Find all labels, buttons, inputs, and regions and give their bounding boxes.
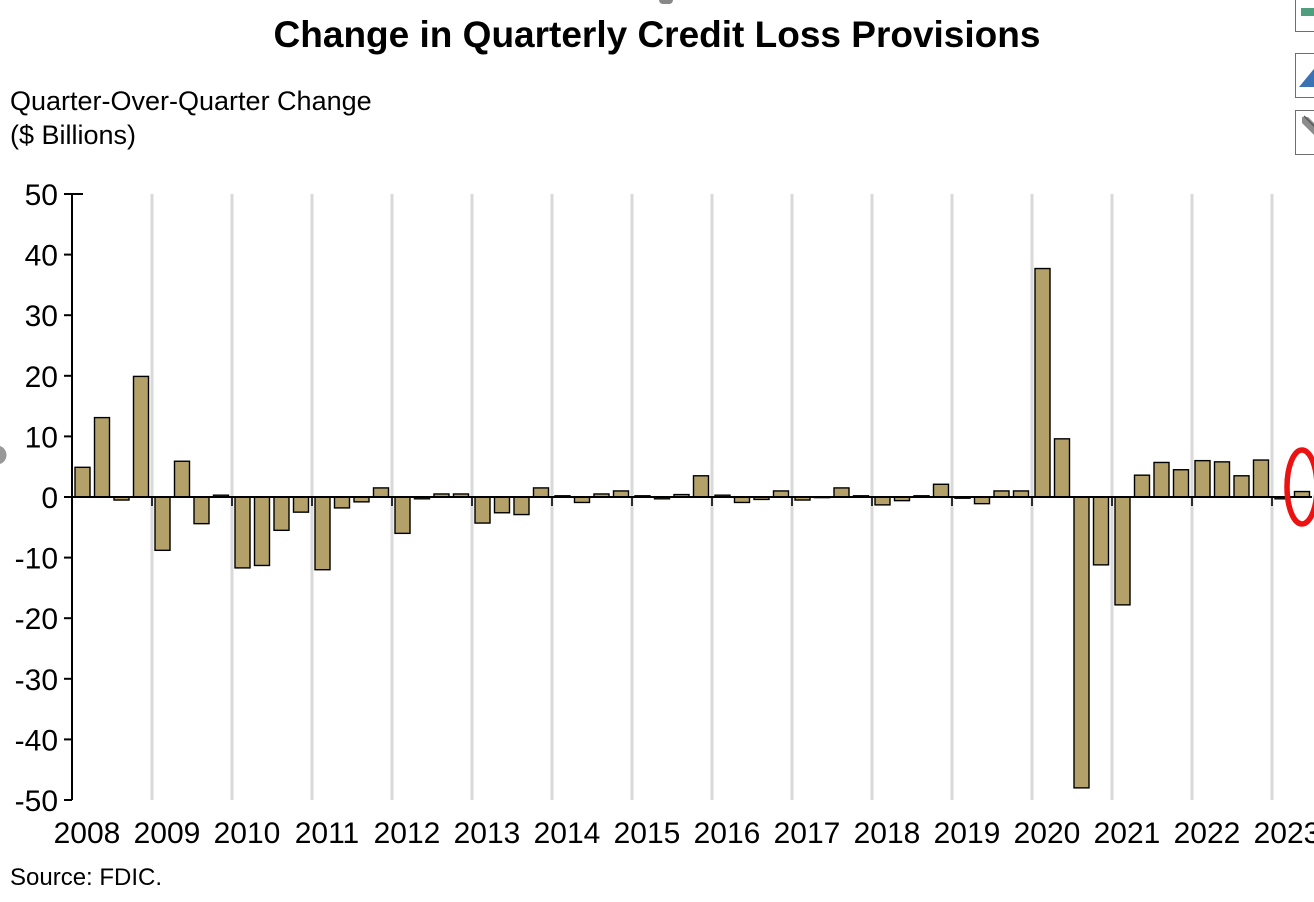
bar bbox=[93, 416, 111, 498]
bar bbox=[532, 487, 550, 498]
x-tick-label: 2015 bbox=[614, 817, 681, 850]
bar bbox=[234, 496, 251, 569]
bar bbox=[253, 496, 271, 567]
bar bbox=[1034, 267, 1051, 498]
x-tick-label: 2012 bbox=[374, 817, 441, 850]
cropped-glyph-fragment bbox=[659, 0, 673, 4]
highlight-ellipse bbox=[1284, 447, 1314, 527]
bar bbox=[692, 475, 710, 498]
green-bar-segment-icon bbox=[1296, 0, 1314, 30]
bar bbox=[1053, 438, 1071, 498]
x-tick-label: 2021 bbox=[1094, 817, 1161, 850]
bar bbox=[173, 460, 191, 498]
axis-units-label: Quarter-Over-Quarter Change ($ Billions) bbox=[10, 84, 372, 152]
draw-annotation-button[interactable] bbox=[1295, 110, 1314, 155]
chart-title: Change in Quarterly Credit Loss Provisio… bbox=[273, 14, 1041, 55]
bar bbox=[292, 496, 310, 513]
x-tick-label: 2020 bbox=[1014, 817, 1081, 850]
x-tick-label: 2016 bbox=[694, 817, 761, 850]
bar bbox=[314, 496, 331, 571]
x-tick-label: 2023 bbox=[1254, 817, 1314, 850]
bar bbox=[1153, 461, 1170, 498]
bar bbox=[1252, 459, 1270, 498]
bar bbox=[833, 487, 850, 498]
y-tick-label: 30 bbox=[25, 300, 58, 333]
x-tick-label: 2019 bbox=[934, 817, 1001, 850]
bar bbox=[394, 496, 411, 535]
x-tick-label: 2013 bbox=[454, 817, 521, 850]
bar bbox=[1233, 475, 1250, 498]
y-tick-label: 50 bbox=[25, 179, 58, 212]
bar bbox=[154, 496, 171, 552]
chart-style-button[interactable] bbox=[1295, 0, 1314, 32]
bar bbox=[193, 496, 210, 525]
bar bbox=[333, 496, 351, 509]
bar bbox=[1114, 496, 1131, 606]
y-tick-label: 40 bbox=[25, 240, 58, 273]
y-tick-label: 20 bbox=[25, 361, 58, 394]
bar bbox=[493, 496, 511, 514]
bar bbox=[1092, 496, 1110, 566]
subtitle-line-1: Quarter-Over-Quarter Change bbox=[10, 86, 372, 116]
bar bbox=[1194, 459, 1211, 498]
x-tick-label: 2017 bbox=[774, 817, 841, 850]
x-tick-label: 2022 bbox=[1174, 817, 1241, 850]
bar bbox=[273, 496, 290, 532]
gray-pencil-icon bbox=[1296, 111, 1314, 153]
y-tick-label: 10 bbox=[25, 421, 58, 454]
y-tick-label: -50 bbox=[15, 785, 58, 818]
y-tick-label: 0 bbox=[41, 482, 58, 515]
bar bbox=[874, 496, 891, 506]
source-note: Source: FDIC. bbox=[10, 864, 163, 891]
bar bbox=[372, 487, 390, 498]
y-tick-label: -40 bbox=[15, 724, 58, 757]
x-tick-label: 2008 bbox=[54, 817, 121, 850]
bar bbox=[1172, 469, 1190, 498]
x-tick-label: 2018 bbox=[854, 817, 921, 850]
bar bbox=[1133, 474, 1151, 498]
y-tick-label: -30 bbox=[15, 664, 58, 697]
y-tick-label: -20 bbox=[15, 603, 58, 636]
bar bbox=[132, 375, 150, 498]
blue-area-chart-icon bbox=[1296, 54, 1314, 96]
x-tick-label: 2014 bbox=[534, 817, 601, 850]
bar bbox=[474, 496, 491, 524]
bar bbox=[1213, 461, 1231, 498]
cropped-circle-fragment bbox=[0, 445, 7, 465]
x-tick-label: 2009 bbox=[134, 817, 201, 850]
x-tick-label: 2010 bbox=[214, 817, 281, 850]
x-tick-label: 2011 bbox=[295, 817, 360, 850]
bar bbox=[74, 466, 91, 498]
area-chart-button[interactable] bbox=[1295, 53, 1314, 98]
bar bbox=[932, 483, 950, 498]
bar bbox=[1073, 496, 1090, 789]
bar bbox=[513, 496, 530, 516]
y-tick-label: -10 bbox=[15, 543, 58, 576]
subtitle-line-2: ($ Billions) bbox=[10, 120, 137, 150]
